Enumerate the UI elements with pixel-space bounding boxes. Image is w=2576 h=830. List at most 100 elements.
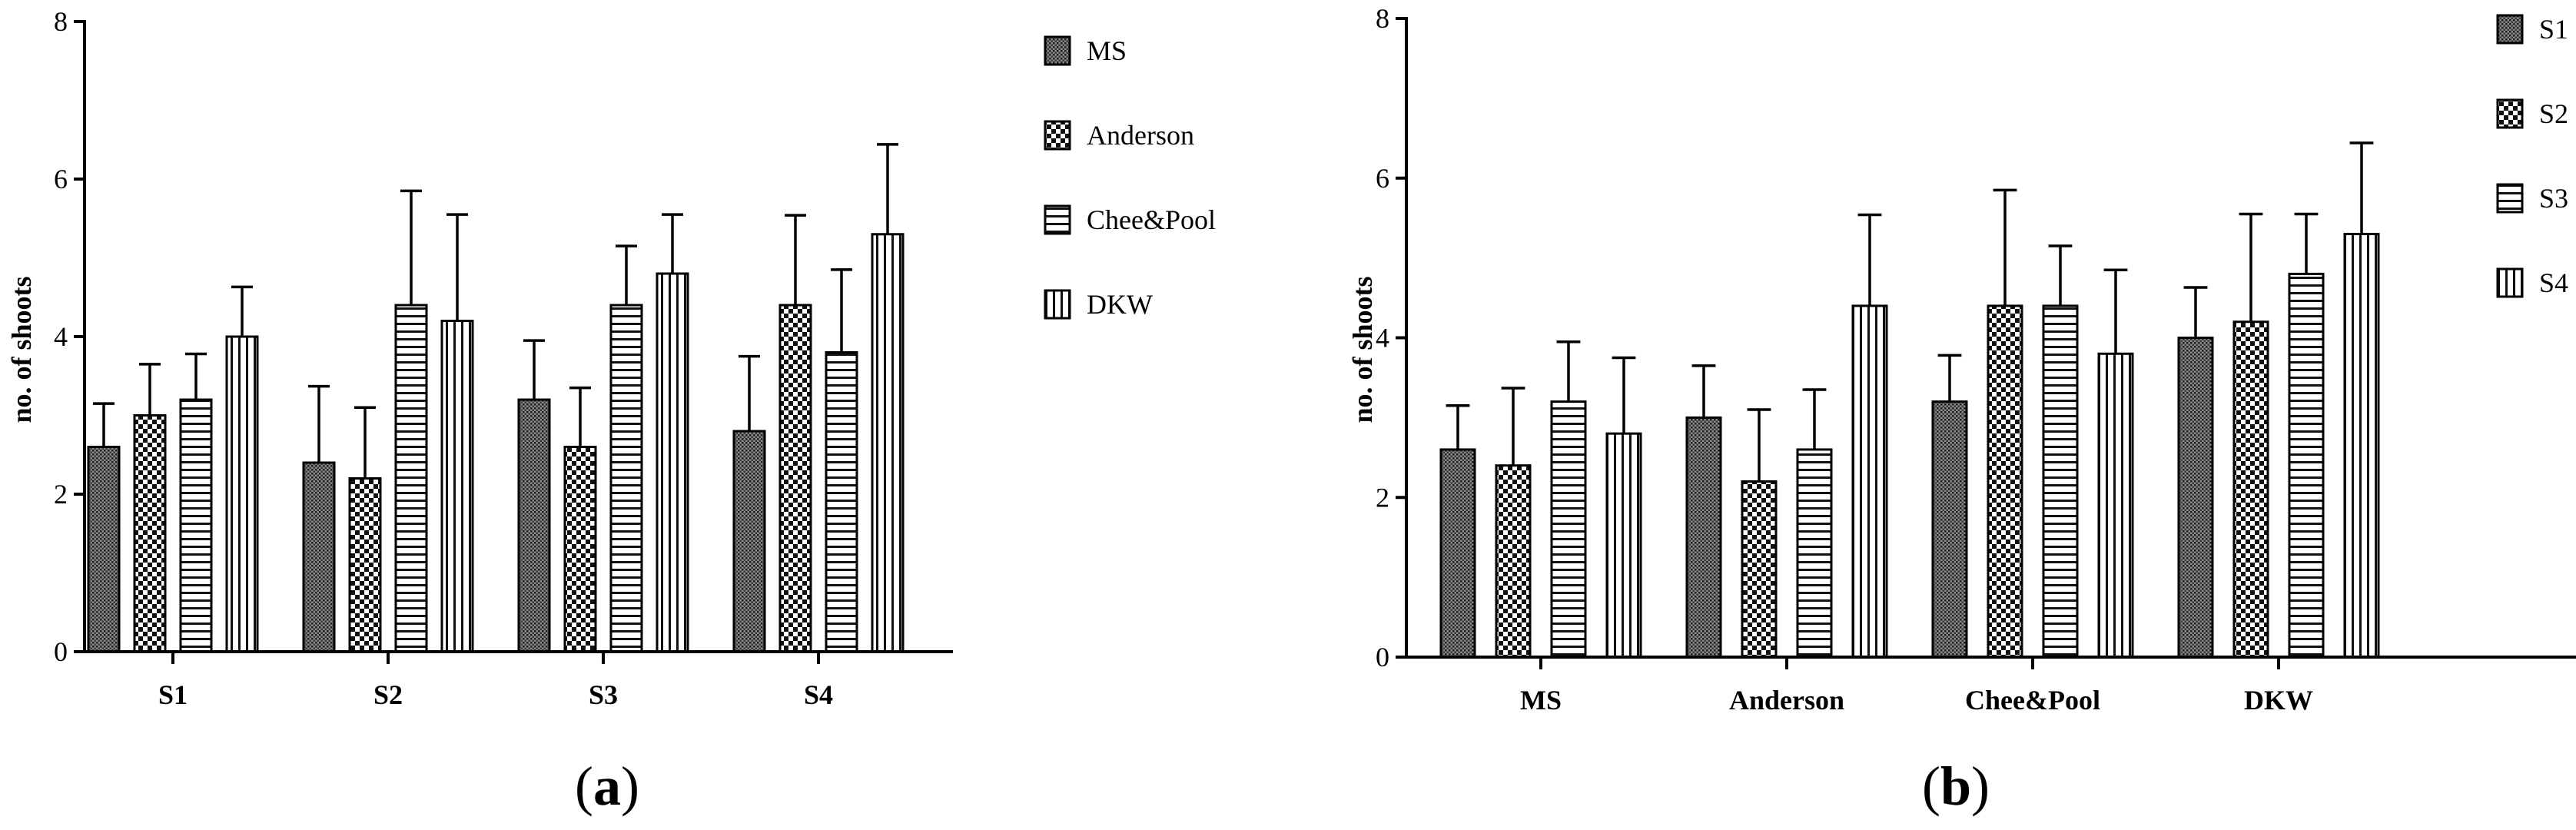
legend-swatch [1044,120,1071,151]
bar [1439,448,1476,659]
y-axis-label: no. of shoots [6,276,37,423]
error-bar [354,406,376,479]
bar [1796,448,1833,659]
panel-label: (a) [575,755,639,817]
bar [1495,464,1532,659]
legend-swatch [2496,98,2524,129]
error-bar [1937,354,1962,402]
error-bar [662,213,683,274]
legend-label: S2 [2539,98,2568,129]
bar [2042,304,2079,659]
y-tick-label: 8 [1376,3,1389,34]
bar [656,272,689,653]
bar [871,233,905,653]
error-bar [569,386,591,447]
error-bar [1501,387,1525,466]
bar [778,304,812,653]
legend-swatch [2496,183,2524,214]
legend-label: MS [1087,35,1127,66]
bar [563,446,597,653]
error-bar [2048,244,2073,306]
error-bar [400,189,422,305]
x-tick-label: S2 [373,679,403,710]
y-tick-label: 6 [54,164,68,194]
y-tick-label: 0 [1376,642,1389,672]
legend-label: S4 [2539,267,2568,298]
bar [2343,232,2380,659]
bar [302,461,336,653]
legend-label: S3 [2539,183,2568,214]
legend-swatch [1044,289,1071,320]
x-tick-label: Chee&Pool [1965,685,2100,715]
bar [1605,432,1642,659]
error-bar [1802,388,1827,450]
legend-item: Chee&Pool [1044,204,1216,235]
error-bar [877,143,898,234]
bar [440,320,474,653]
plot-layer: 0 2 4 6 8 MS Anderson Chee&Pool DKW [1376,3,2576,715]
legend-swatch [2496,14,2524,45]
bar [394,304,428,653]
x-tick-label: MS [1520,685,1562,715]
error-bar [1446,404,1470,450]
bar [1685,416,1722,659]
legend-swatch [2496,267,2524,298]
x-tick-label: Anderson [1729,685,1844,715]
y-tick-label: 2 [54,479,68,510]
x-tick-label: DKW [2244,685,2313,715]
legend-swatch [1044,204,1071,235]
legend-item: Anderson [1044,120,1194,151]
y-axis-label: no. of shoots [1347,276,1378,423]
error-bar [446,213,468,321]
legend-item: S3 [2496,183,2568,214]
error-bar [523,339,545,400]
bar [517,398,551,653]
error-bar [93,402,115,447]
x-tick-label: S3 [589,679,618,710]
error-bar [2183,286,2208,338]
bar [225,335,259,653]
y-tick-label: 2 [1376,482,1389,513]
plot-layer: 0 2 4 6 8 S1 S2 S3 S4 [54,6,953,710]
error-bar [1747,408,1771,482]
error-bar [1691,364,1716,418]
y-tick-label: 4 [54,321,68,352]
bar [1741,480,1778,659]
error-bar [185,352,207,400]
error-bar [2294,212,2319,274]
bar [2097,352,2134,659]
error-bar [2103,268,2128,354]
bar [1550,400,1587,659]
error-bar [308,384,330,463]
error-bar [1857,213,1882,306]
legend: S1 S2 S3 S4 [2496,14,2568,298]
legend-item: DKW [1044,289,1153,320]
y-tick-label: 0 [54,636,68,667]
bar [609,304,643,653]
error-bar [139,363,161,416]
chart-panel-a: no. of shoots 0 2 4 6 8 S1 S2 S3 S4 MS Anderson Ch… [6,6,1216,817]
bar [133,414,167,653]
legend-swatch [1044,35,1071,66]
error-bar [831,268,852,353]
bar [1931,400,1968,659]
legend-item: S2 [2496,98,2568,129]
panel-label: (b) [1922,755,1990,817]
y-tick-label: 4 [1376,323,1389,354]
legend-label: Anderson [1087,120,1194,151]
bar [87,446,121,653]
bar [1987,304,2023,659]
bar [348,477,382,653]
bar [1851,304,1888,659]
legend-item: S1 [2496,14,2568,45]
y-tick-label: 6 [1376,163,1389,194]
bar [2232,320,2269,659]
error-bar [739,354,760,431]
legend: MS Anderson Chee&Pool DKW [1044,35,1216,320]
error-bar [616,244,637,305]
error-bar [1993,188,2017,306]
x-tick-label: S4 [804,679,833,710]
bar [2288,272,2325,659]
bar [732,430,766,653]
